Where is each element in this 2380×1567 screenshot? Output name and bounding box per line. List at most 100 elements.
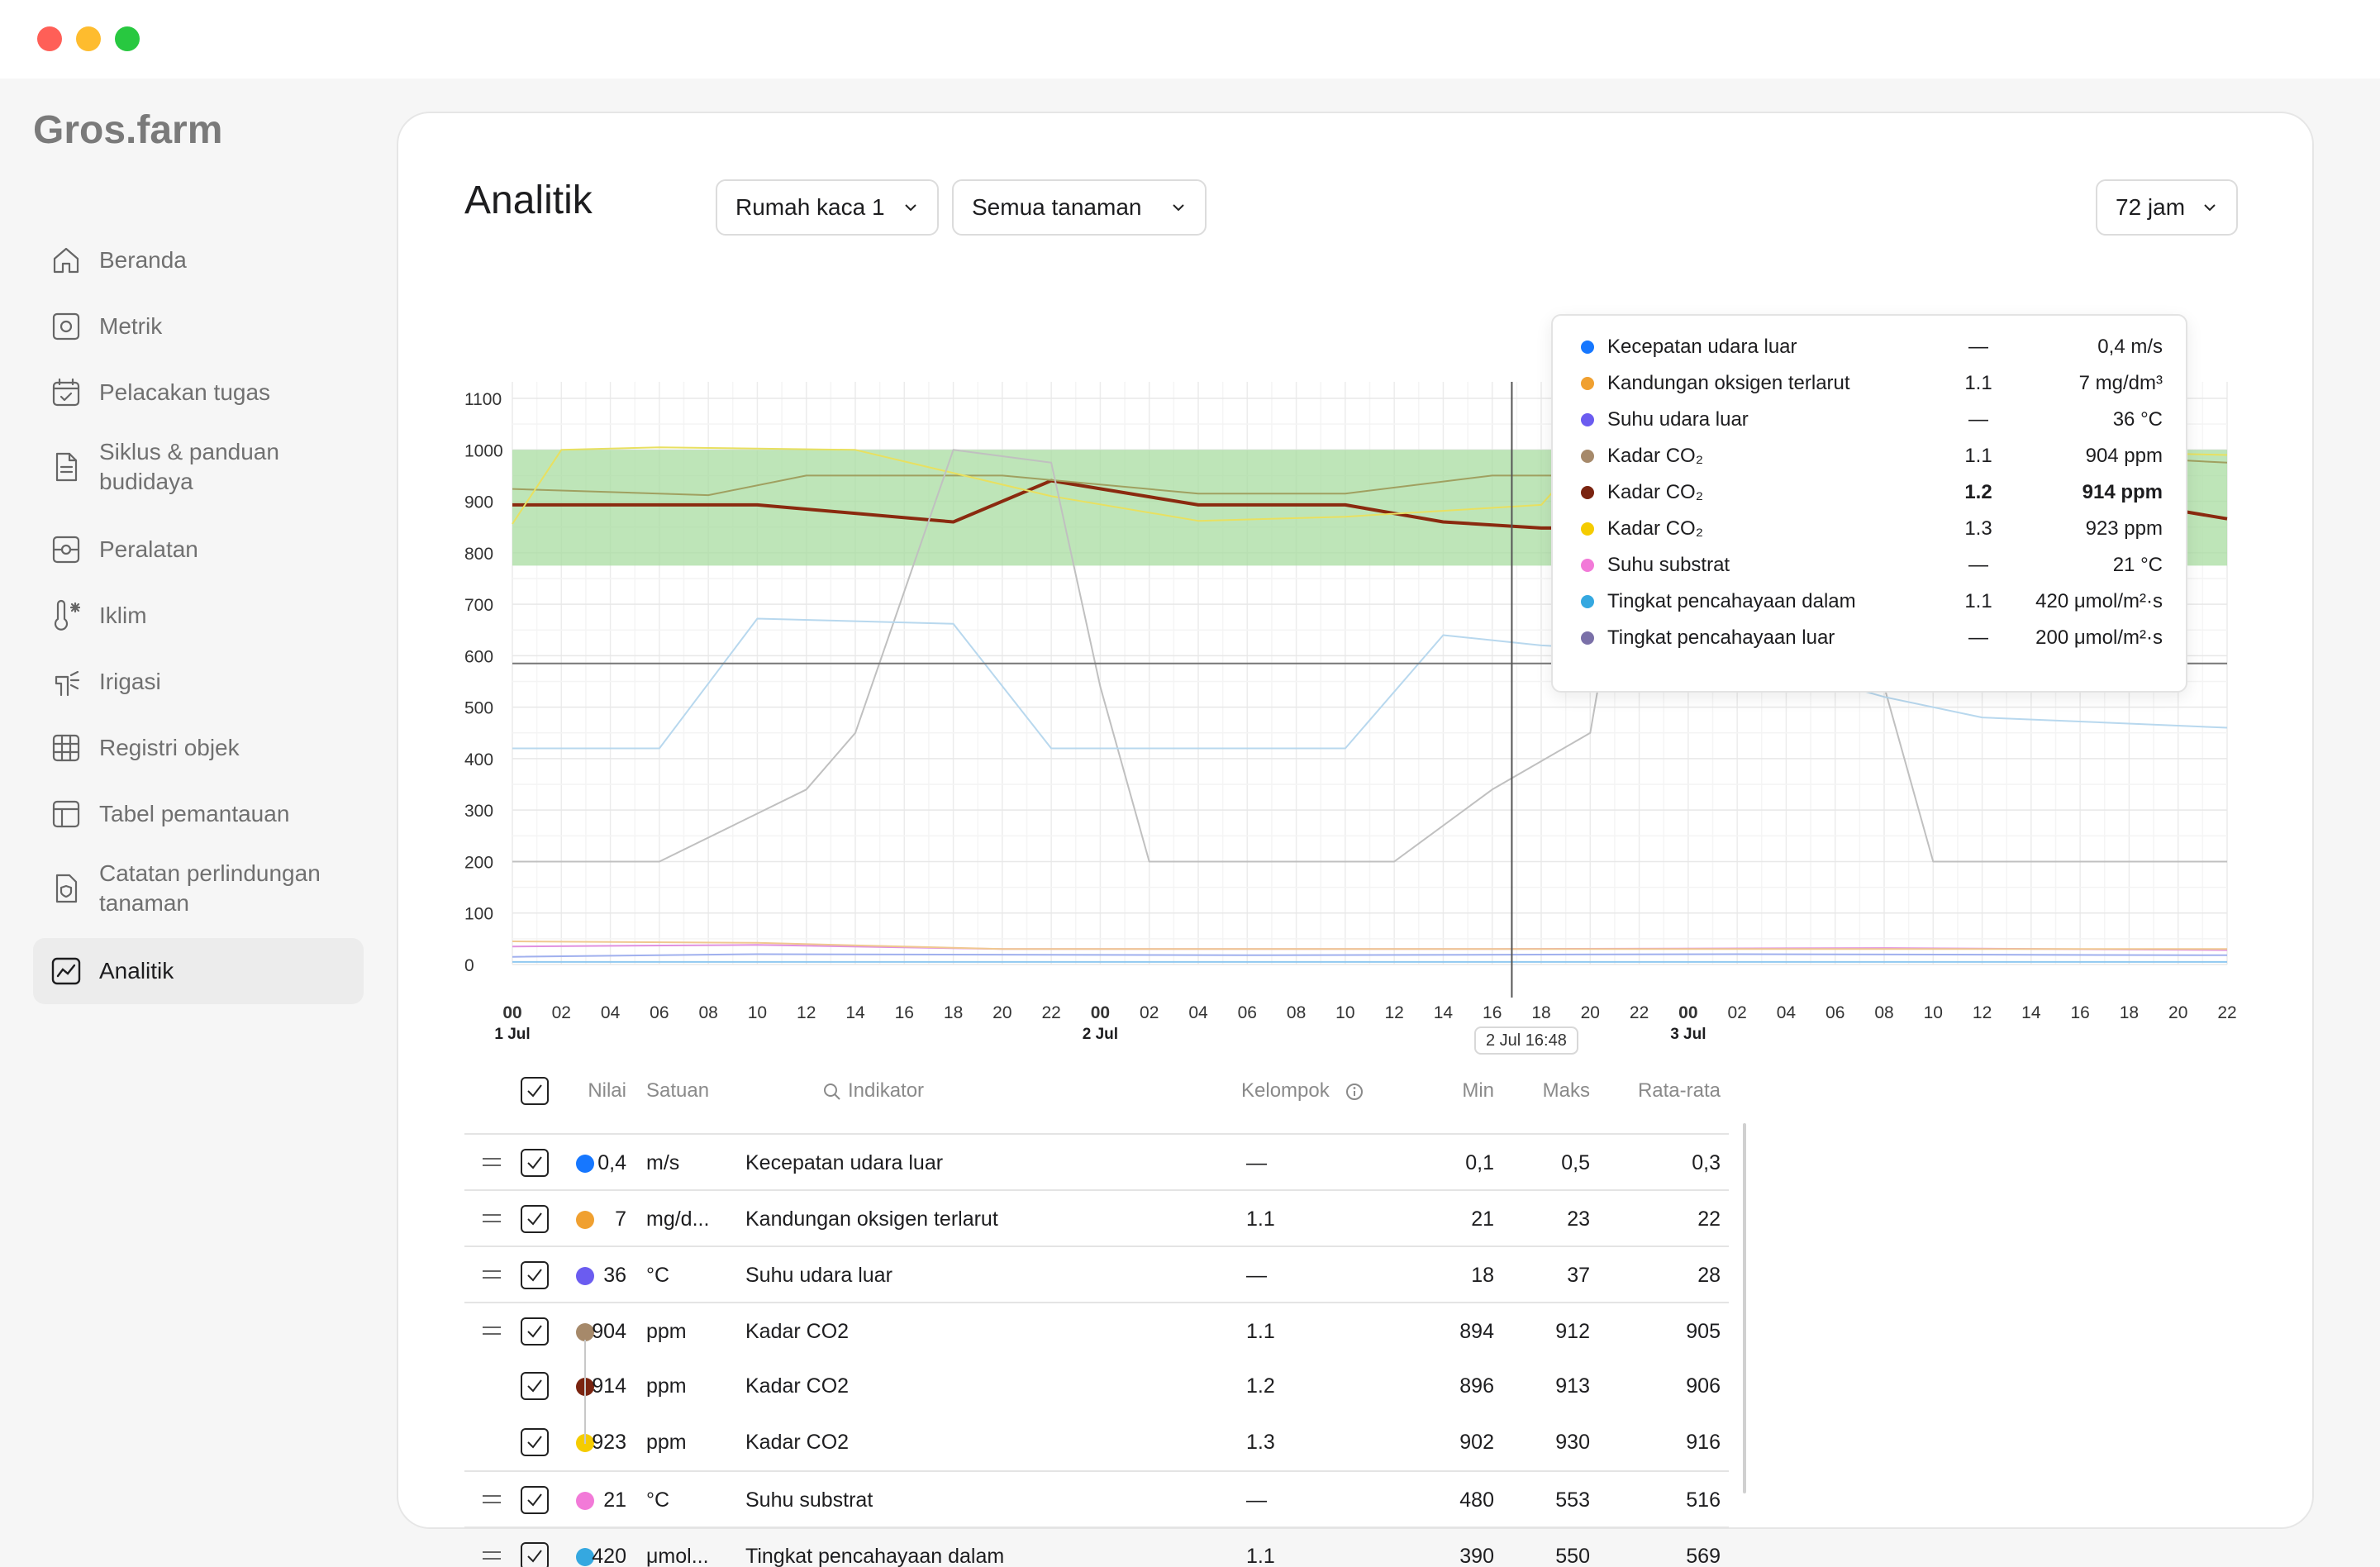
calendar-check-icon — [50, 376, 83, 409]
header-indicator[interactable]: Indikator — [848, 1079, 925, 1102]
time-range-select[interactable]: 72 jam — [2096, 179, 2238, 236]
chevron-down-icon — [1173, 204, 1184, 212]
cell-indicator: Tingkat pencahayaan dalam — [745, 1545, 1005, 1567]
drag-handle-icon[interactable] — [483, 1326, 501, 1336]
sidebar-item-irigasi[interactable]: Irigasi — [33, 649, 364, 715]
table-row[interactable]: 36 °C Suhu udara luar — 18 37 28 — [464, 1246, 1729, 1302]
sidebar-item-catatan-perlindungan[interactable]: Catatan perlindungan tanaman — [33, 847, 364, 930]
cell-max: 553 — [1555, 1488, 1590, 1512]
header-min[interactable]: Min — [1462, 1079, 1494, 1102]
x-tick-label: 06 — [1825, 1003, 1844, 1022]
sidebar-item-metrik[interactable]: Metrik — [33, 293, 364, 360]
greenhouse-select[interactable]: Rumah kaca 1 — [716, 179, 939, 236]
x-tick-label: 06 — [1238, 1003, 1257, 1022]
check-icon — [527, 1212, 542, 1226]
close-window-button[interactable] — [37, 26, 62, 51]
row-checkbox[interactable] — [521, 1261, 549, 1289]
chevron-down-icon — [2204, 204, 2216, 212]
cell-value: 36 — [603, 1264, 626, 1287]
x-tick-label: 00 — [1091, 1003, 1110, 1022]
x-day-label: 1 Jul — [494, 1026, 530, 1043]
tooltip-row: Suhu udara luar — 36 °C — [1553, 402, 2189, 438]
sidebar-item-analitik[interactable]: Analitik — [33, 938, 364, 1004]
search-icon[interactable] — [823, 1083, 841, 1101]
table-row[interactable]: 420 μmol... Tingkat pencahayaan dalam 1.1 39… — [464, 1527, 1729, 1567]
cell-group: 1.1 — [1246, 1545, 1275, 1567]
series-line — [512, 953, 2228, 958]
table-row[interactable]: 904 ppm Kadar CO2 1.1 894 912 905 — [464, 1302, 1729, 1358]
cell-max: 23 — [1567, 1207, 1590, 1231]
app-logo: Gros.farm — [33, 108, 223, 152]
header-group[interactable]: Kelompok — [1241, 1079, 1330, 1102]
header-unit[interactable]: Satuan — [646, 1079, 710, 1102]
sidebar-item-tabel-pemantauan[interactable]: Tabel pemantauan — [33, 781, 364, 847]
series-color-dot — [1581, 631, 1594, 645]
drag-handle-icon[interactable] — [483, 1551, 501, 1561]
x-tick-label: 08 — [698, 1003, 717, 1022]
sidebar-item-siklus-panduan[interactable]: Siklus & panduan budidaya — [33, 426, 364, 508]
table-icon — [50, 798, 83, 831]
table-row[interactable]: 0,4 m/s Kecepatan udara luar — 0,1 0,5 0,3 — [464, 1133, 1729, 1189]
row-checkbox[interactable] — [521, 1542, 549, 1567]
app-body: Gros.farm Beranda Metrik Pelacakan tugas Si… — [0, 79, 2380, 1567]
row-checkbox[interactable] — [521, 1428, 549, 1456]
thermometer-sun-icon — [54, 599, 81, 631]
tooltip-series-value: 420 μmol/m²·s — [2035, 590, 2163, 612]
drag-handle-icon[interactable] — [483, 1495, 501, 1505]
tooltip-series-group: 1.1 — [1964, 372, 1992, 394]
select-all-checkbox[interactable] — [521, 1077, 549, 1105]
x-tick-label: 00 — [502, 1003, 521, 1022]
cell-min: 894 — [1459, 1320, 1494, 1343]
minimize-window-button[interactable] — [76, 26, 101, 51]
header-avg[interactable]: Rata-rata — [1637, 1079, 1721, 1102]
tooltip-series-name: Suhu substrat — [1607, 554, 1730, 576]
sidebar-item-label: Beranda — [99, 247, 187, 273]
zoom-window-button[interactable] — [115, 26, 140, 51]
analytics-icon — [50, 955, 83, 988]
table-row[interactable]: 914 ppm Kadar CO2 1.2 896 913 906 — [464, 1358, 1729, 1414]
x-tick-label: 20 — [2168, 1003, 2187, 1022]
sidebar-item-label: Catatan perlindungan — [99, 860, 321, 886]
y-tick-label: 1100 — [464, 390, 502, 409]
cell-value: 904 — [592, 1320, 626, 1343]
tooltip-series-name: Kandungan oksigen terlarut — [1607, 372, 1850, 394]
sidebar-item-registri-objek[interactable]: Registri objek — [33, 715, 364, 781]
sidebar-item-iklim[interactable]: Iklim — [33, 583, 364, 649]
document-icon — [50, 450, 83, 483]
row-checkbox[interactable] — [521, 1149, 549, 1177]
sidebar-item-peralatan[interactable]: Peralatan — [33, 517, 364, 583]
tooltip-row: Kadar CO₂ 1.3 923 ppm — [1553, 511, 2189, 547]
table-row[interactable]: 923 ppm Kadar CO2 1.3 902 930 916 — [464, 1414, 1729, 1470]
table-row[interactable]: 21 °C Suhu substrat — 480 553 516 — [464, 1470, 1729, 1527]
sidebar-item-label-line2: budidaya — [99, 469, 193, 494]
drag-handle-icon[interactable] — [483, 1158, 501, 1168]
drag-handle-icon[interactable] — [483, 1270, 501, 1280]
header-max[interactable]: Maks — [1542, 1079, 1590, 1102]
plants-select[interactable]: Semua tanaman — [952, 179, 1207, 236]
info-icon[interactable] — [1345, 1083, 1364, 1101]
sidebar-item-beranda[interactable]: Beranda — [33, 227, 364, 293]
header-value[interactable]: Nilai — [588, 1079, 626, 1102]
series-color-dot — [1581, 522, 1594, 536]
cell-value: 914 — [592, 1374, 626, 1398]
series-color-dot — [1581, 413, 1594, 426]
row-checkbox[interactable] — [521, 1205, 549, 1233]
sidebar-item-label: Metrik — [99, 313, 163, 339]
cell-group: — — [1246, 1151, 1267, 1174]
cell-avg: 516 — [1686, 1488, 1721, 1512]
drag-handle-icon[interactable] — [483, 1214, 501, 1224]
table-row[interactable]: 7 mg/d... Kandungan oksigen terlarut 1.1 21 2… — [464, 1189, 1729, 1246]
time-range-select-label: 72 jam — [2116, 194, 2186, 220]
x-tick-label: 20 — [992, 1003, 1011, 1022]
page-title: Analitik — [464, 179, 593, 222]
row-checkbox[interactable] — [521, 1486, 549, 1514]
series-color-dot — [1581, 377, 1594, 390]
sidebar-item-pelacakan-tugas[interactable]: Pelacakan tugas — [33, 360, 364, 426]
x-tick-label: 08 — [1874, 1003, 1893, 1022]
x-tick-label: 14 — [1434, 1003, 1454, 1022]
row-checkbox[interactable] — [521, 1317, 549, 1346]
series-line — [512, 449, 2227, 863]
table-scrollbar[interactable] — [1743, 1123, 1746, 1493]
row-checkbox[interactable] — [521, 1372, 549, 1400]
cell-min: 902 — [1459, 1431, 1494, 1454]
